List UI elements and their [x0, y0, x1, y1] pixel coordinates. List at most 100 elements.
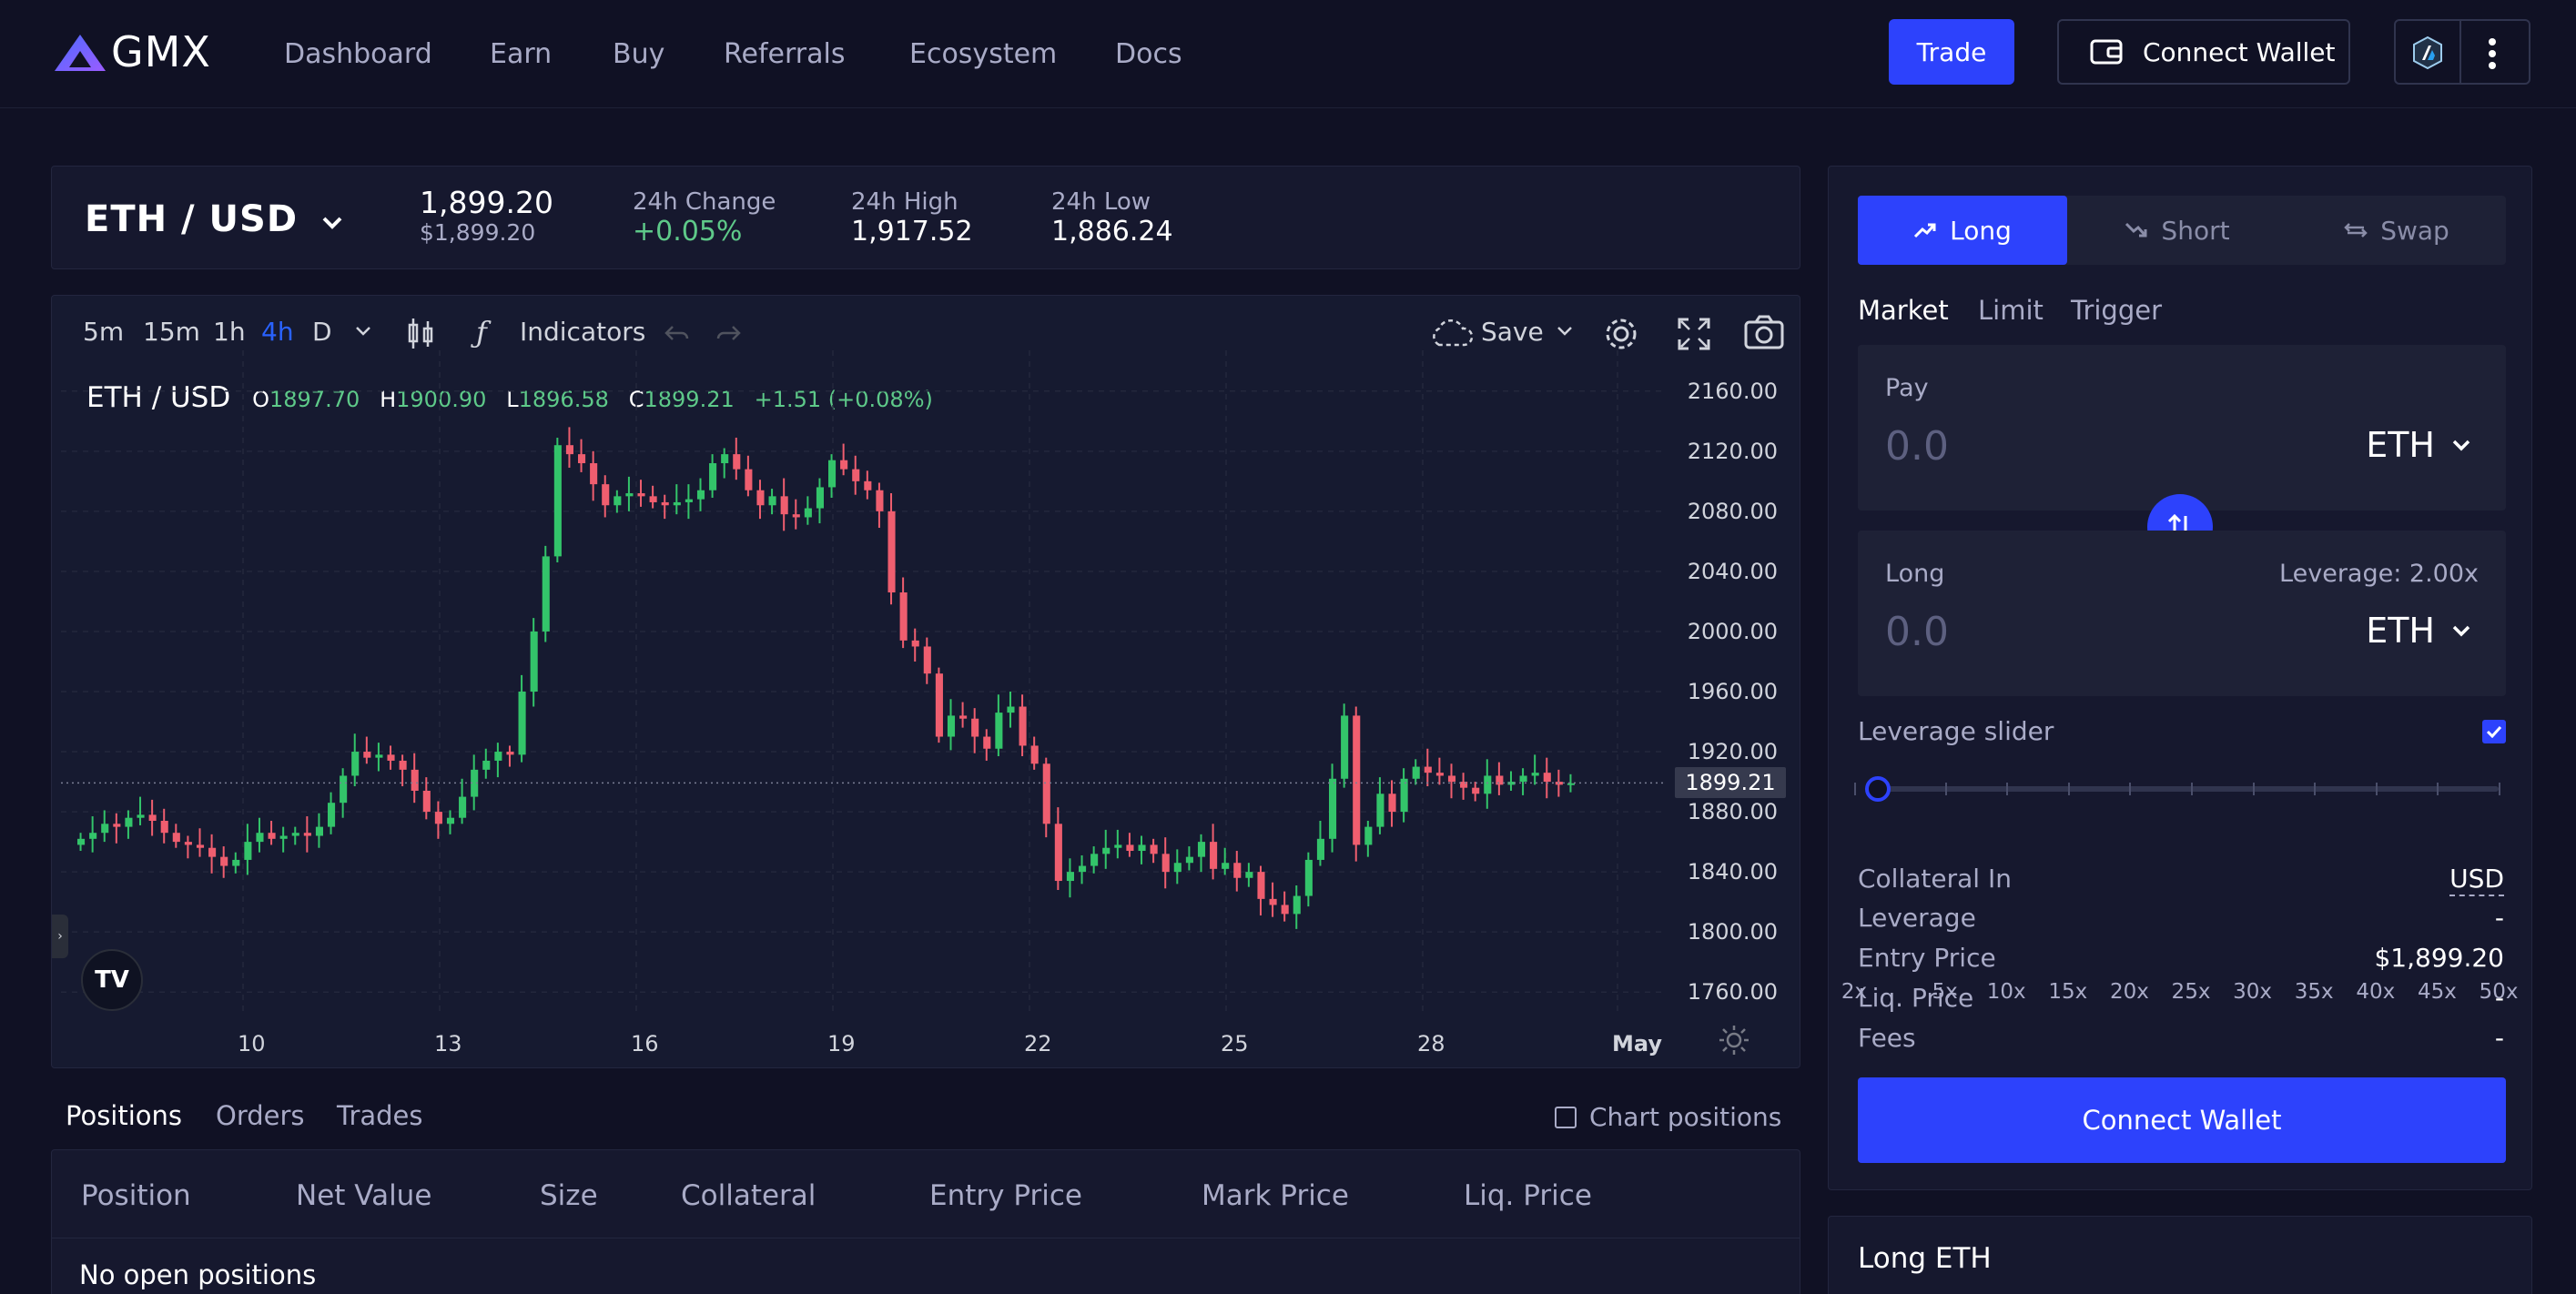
candle-down: [1447, 775, 1456, 783]
pair-selector[interactable]: ETH / USD: [85, 199, 344, 239]
leverage-mark-label[interactable]: 35x: [2294, 980, 2334, 1004]
chevron-down-icon: [2452, 440, 2470, 451]
y-axis-tick-label: 2080.00: [1687, 498, 1778, 524]
entry-price-label: Entry Price: [1858, 943, 1996, 973]
interval-chevron-down-icon[interactable]: [354, 325, 372, 338]
candle-up: [816, 487, 824, 509]
theme-sun-icon[interactable]: [1718, 1024, 1750, 1056]
pay-amount-input[interactable]: 0.0: [1885, 423, 1949, 470]
tab-positions[interactable]: Positions: [66, 1100, 183, 1131]
leverage-mark-label[interactable]: 40x: [2356, 980, 2396, 1004]
interval-d[interactable]: D: [312, 317, 332, 347]
candle-down: [780, 496, 788, 515]
mode-long-label: Long: [1950, 215, 2012, 246]
collateral-in-value[interactable]: USD: [2449, 864, 2504, 896]
redo-icon[interactable]: [715, 323, 742, 345]
tab-trades[interactable]: Trades: [337, 1100, 423, 1131]
candlestick-plot[interactable]: [52, 296, 1800, 1068]
interval-5m[interactable]: 5m: [83, 317, 125, 347]
interval-4h[interactable]: 4h: [261, 317, 294, 347]
order-type-trigger[interactable]: Trigger: [2071, 295, 2163, 326]
candle-up: [518, 692, 526, 755]
mode-short[interactable]: Short: [2073, 196, 2282, 265]
leverage-mark-label[interactable]: 30x: [2233, 980, 2273, 1004]
chart-positions-toggle[interactable]: Chart positions: [1555, 1102, 1781, 1132]
trend-up-icon: [1914, 223, 1936, 238]
leverage-mark-label[interactable]: 50x: [2479, 980, 2519, 1004]
tab-orders[interactable]: Orders: [216, 1100, 305, 1131]
candle-down: [971, 718, 979, 737]
leverage-mark-label[interactable]: 2x: [1841, 980, 1868, 1004]
candle-up: [244, 842, 252, 860]
fees-value: -: [2494, 1023, 2504, 1053]
side-toggle-handle[interactable]: ›: [52, 915, 68, 958]
nav-ecosystem[interactable]: Ecosystem: [909, 38, 1058, 70]
chart-settings-gear-icon[interactable]: [1601, 314, 1641, 354]
undo-icon[interactable]: [664, 323, 691, 345]
nav-buy[interactable]: Buy: [613, 38, 665, 70]
change-label: 24h Change: [633, 188, 776, 216]
candle-down: [1126, 844, 1134, 852]
pay-token-selector[interactable]: ETH: [2366, 425, 2471, 465]
interval-1h[interactable]: 1h: [213, 317, 246, 347]
leverage-slider-handle[interactable]: [1865, 776, 1891, 802]
candle-down: [1435, 773, 1444, 776]
candle-down: [840, 460, 848, 470]
leverage-slider-label: Leverage slider: [1858, 716, 2054, 746]
candle-down: [1269, 898, 1277, 905]
leverage-tick: [2006, 783, 2009, 795]
candle-up: [125, 817, 133, 827]
x-axis-tick-label: 22: [1024, 1031, 1052, 1056]
tradingview-logo-icon[interactable]: TV: [81, 949, 143, 1011]
candle-up: [315, 826, 323, 836]
trade-button[interactable]: Trade: [1889, 19, 2014, 85]
mode-long[interactable]: Long: [1858, 196, 2067, 265]
chart-positions-checkbox[interactable]: [1555, 1106, 1577, 1128]
candle-down: [1257, 872, 1265, 899]
leverage-mark-label[interactable]: 10x: [1986, 980, 2026, 1004]
legend-h-label: H: [380, 387, 397, 412]
gmx-logo-icon[interactable]: [53, 33, 107, 73]
leverage-slider-checkbox[interactable]: [2482, 720, 2506, 743]
connect-wallet-header-button[interactable]: Connect Wallet: [2057, 19, 2350, 85]
leverage-mark-label[interactable]: 15x: [2048, 980, 2088, 1004]
leverage-mark-label[interactable]: 45x: [2417, 980, 2457, 1004]
network-selector[interactable]: [2394, 19, 2530, 85]
nav-dashboard[interactable]: Dashboard: [284, 38, 432, 70]
logo-text[interactable]: GMX: [111, 27, 211, 76]
indicators-button[interactable]: Indicators: [520, 317, 646, 347]
long-amount-input[interactable]: 0.0: [1885, 609, 1949, 655]
leverage-mark-label[interactable]: 20x: [2109, 980, 2149, 1004]
candle-up: [1507, 782, 1516, 785]
more-menu-icon[interactable]: [2487, 37, 2498, 70]
order-type-limit[interactable]: Limit: [1978, 295, 2044, 326]
indicators-fx-icon[interactable]: ƒ: [476, 315, 487, 349]
candle-down: [1054, 824, 1062, 882]
candle-down: [745, 469, 753, 490]
candle-type-icon[interactable]: [405, 316, 436, 352]
long-token-label: ETH: [2366, 611, 2435, 651]
order-type-market[interactable]: Market: [1858, 295, 1949, 326]
fullscreen-icon[interactable]: [1676, 316, 1712, 352]
camera-screenshot-icon[interactable]: [1743, 314, 1785, 350]
candle-up: [1316, 838, 1324, 860]
x-axis-tick-label: 25: [1221, 1031, 1249, 1056]
save-chevron-down-icon[interactable]: [1556, 325, 1574, 338]
connect-wallet-button[interactable]: Connect Wallet: [1858, 1077, 2506, 1163]
save-button[interactable]: Save: [1481, 317, 1544, 347]
candle-up: [1197, 842, 1206, 857]
long-token-selector[interactable]: ETH: [2366, 611, 2471, 651]
col-size: Size: [540, 1179, 598, 1212]
swap-arrows-icon: [2344, 223, 2368, 238]
legend-o-label: O: [252, 387, 269, 412]
interval-15m[interactable]: 15m: [143, 317, 200, 347]
col-mark-price: Mark Price: [1202, 1179, 1349, 1212]
nav-docs[interactable]: Docs: [1115, 38, 1182, 70]
nav-earn[interactable]: Earn: [490, 38, 553, 70]
leverage-mark-label[interactable]: 5x: [1932, 980, 1958, 1004]
leverage-mark-label[interactable]: 25x: [2171, 980, 2211, 1004]
mode-swap[interactable]: Swap: [2287, 196, 2506, 265]
cloud-save-icon[interactable]: [1428, 318, 1474, 349]
candle-down: [1496, 775, 1504, 785]
nav-referrals[interactable]: Referrals: [724, 38, 846, 70]
